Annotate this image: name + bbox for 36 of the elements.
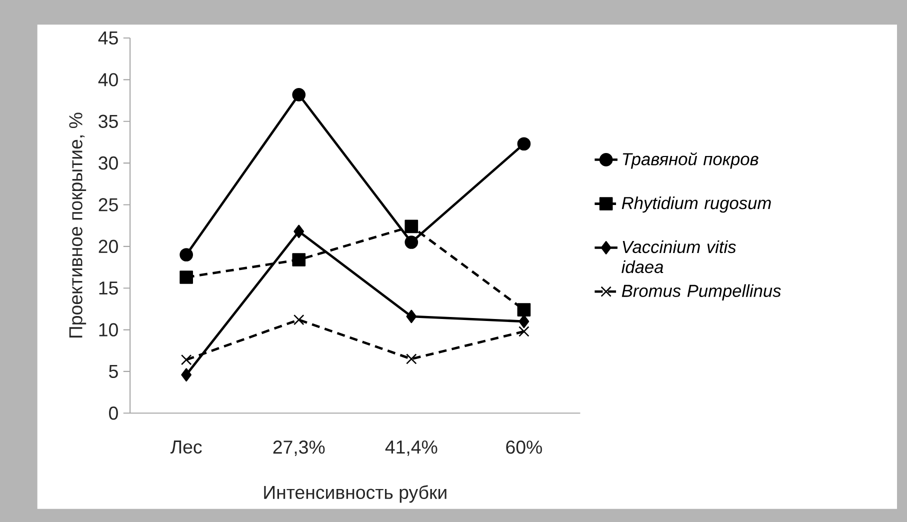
- point: [404, 235, 418, 249]
- point: [292, 88, 306, 102]
- point: [180, 248, 193, 262]
- legend-label: Rhytidium rugosum: [622, 196, 771, 213]
- legend-label: Bromus Pumpellinus: [622, 284, 781, 300]
- y-tick-label: 5: [109, 364, 118, 378]
- x-tick-label: Лес: [170, 440, 202, 454]
- point: [518, 314, 530, 328]
- x-tick-label: 60%: [506, 440, 542, 454]
- y-tick-label: 40: [98, 72, 118, 86]
- y-tick-label: 35: [98, 114, 118, 128]
- point: [293, 314, 304, 326]
- y-tick-label: 10: [99, 323, 118, 336]
- point: [406, 353, 417, 364]
- y-tick-label: 0: [109, 406, 118, 420]
- legend-label: Травяной покров: [622, 152, 758, 169]
- y-tick-label: 25: [98, 198, 118, 212]
- legend-label: Vaccinium vitis idaea: [622, 240, 736, 274]
- point: [404, 220, 418, 233]
- y-axis-title: Проективное покрытие, %: [69, 112, 86, 338]
- point: [517, 137, 531, 150]
- point: [180, 270, 193, 284]
- point: [180, 354, 192, 366]
- point: [294, 224, 304, 238]
- y-tick-label: 20: [98, 240, 118, 253]
- point: [518, 326, 530, 337]
- y-tick-label: 30: [98, 156, 118, 170]
- x-tick-label: 27,3%: [273, 440, 325, 456]
- point: [517, 303, 531, 316]
- x-tick-label: 41,4%: [385, 440, 438, 456]
- point: [292, 252, 306, 266]
- x-axis-title: Интенсивность рубки: [264, 485, 446, 503]
- point: [181, 368, 192, 382]
- point: [406, 310, 417, 324]
- y-tick-label: 45: [98, 31, 118, 44]
- y-tick-label: 15: [99, 282, 118, 295]
